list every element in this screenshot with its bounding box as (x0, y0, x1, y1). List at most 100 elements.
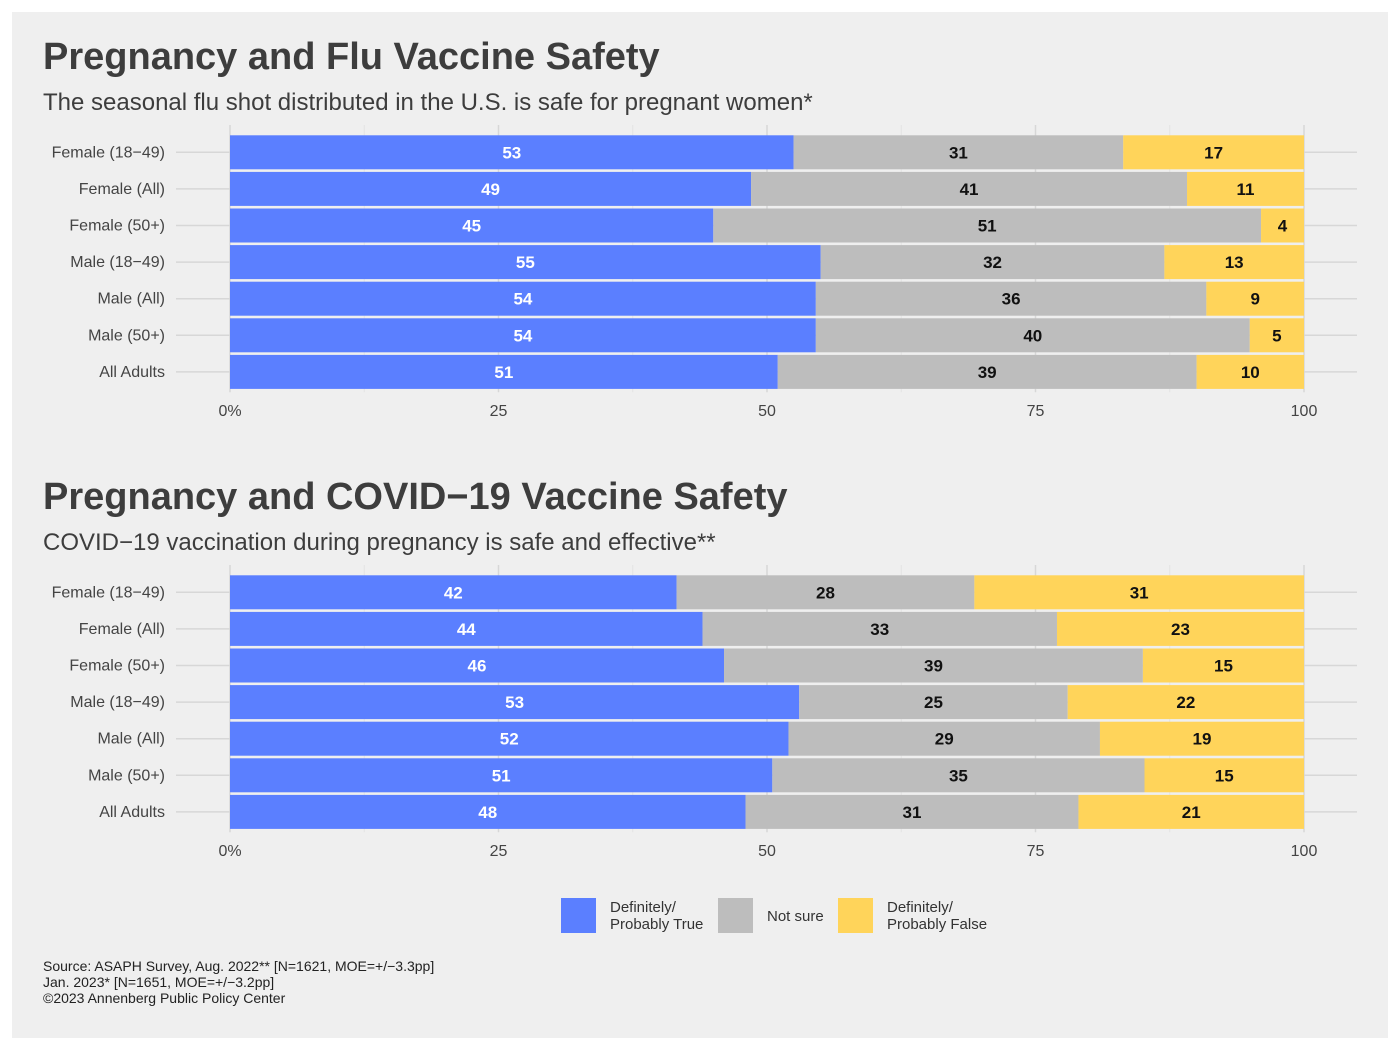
bar-segment (676, 575, 975, 610)
category-label: Female (50+) (69, 218, 165, 235)
bar-segment (230, 245, 821, 280)
data-label: 48 (478, 803, 497, 822)
data-label: 25 (924, 693, 943, 712)
x-tick-label: 100 (1291, 843, 1318, 860)
bar-segment (1196, 354, 1304, 389)
bar-segment (230, 354, 778, 389)
data-label: 31 (949, 143, 968, 162)
bar-segment (788, 721, 1100, 756)
data-label: 39 (978, 363, 997, 382)
bar-segment (751, 171, 1188, 206)
bar-segment (724, 648, 1143, 683)
data-label: 31 (903, 803, 922, 822)
data-label: 45 (462, 217, 481, 236)
x-tick-label: 75 (1027, 843, 1045, 860)
data-label: 53 (505, 693, 524, 712)
category-label: Male (50+) (88, 327, 165, 344)
bar-segment (1123, 135, 1304, 170)
data-label: 51 (978, 217, 997, 236)
data-label: 15 (1215, 766, 1234, 785)
data-label: 54 (513, 290, 532, 309)
covid-vaccine-bar-chart: Female (18−49) 42 28 31 Female (All) 44 33 23 Fe… (52, 565, 1357, 860)
category-label: Male (All) (97, 731, 165, 748)
data-label: 32 (983, 253, 1002, 272)
category-label: Female (All) (79, 181, 165, 198)
bar-segment (1249, 318, 1304, 353)
bar-segment (230, 135, 794, 170)
bar-segment (799, 685, 1068, 720)
data-label: 10 (1241, 363, 1260, 382)
data-label: 33 (870, 620, 889, 639)
bar-segment (1067, 685, 1304, 720)
data-label: 52 (500, 730, 519, 749)
data-label: 53 (502, 143, 521, 162)
flu-chart-subtitle: The seasonal flu shot distributed in the… (43, 89, 813, 116)
x-tick-label: 0% (218, 403, 241, 420)
bar-segment (815, 318, 1250, 353)
category-label: All Adults (99, 364, 165, 381)
data-label: 44 (457, 620, 476, 639)
bar-segment (1206, 281, 1304, 316)
data-label: 11 (1237, 180, 1255, 199)
data-label: 23 (1171, 620, 1190, 639)
bar-segment (230, 208, 714, 243)
bar-segment (1261, 208, 1304, 243)
bar-segment (1187, 171, 1304, 206)
bar-segment (1078, 794, 1304, 829)
data-label: 29 (935, 730, 954, 749)
x-tick-label: 50 (758, 403, 776, 420)
category-label: Female (18−49) (52, 584, 165, 601)
bar-segment (745, 794, 1079, 829)
data-label: 19 (1193, 730, 1212, 749)
bar-segment (230, 758, 773, 793)
source-line: Source: ASAPH Survey, Aug. 2022** [N=162… (43, 958, 435, 974)
data-label: 36 (1002, 290, 1021, 309)
category-label: Female (50+) (69, 658, 165, 675)
data-label: 39 (924, 657, 943, 676)
bar-segment (230, 685, 800, 720)
bar-segment (702, 611, 1057, 646)
legend-swatch-not-sure (718, 898, 753, 933)
data-label: 51 (492, 766, 511, 785)
bar-segment (974, 575, 1304, 610)
category-label: All Adults (99, 804, 165, 821)
legend-label-false: Definitely/ Probably False (887, 899, 988, 933)
data-label: 22 (1176, 693, 1195, 712)
data-label: 35 (949, 766, 968, 785)
bar-segment (230, 281, 816, 316)
bar-segment (230, 648, 725, 683)
data-label: 46 (468, 657, 487, 676)
category-label: Male (All) (97, 291, 165, 308)
bar-segment (1142, 648, 1304, 683)
bar-segment (777, 354, 1197, 389)
bar-segment (772, 758, 1145, 793)
data-label: 51 (494, 363, 513, 382)
data-label: 41 (960, 180, 979, 199)
bar-segment (713, 208, 1262, 243)
bar-segment (230, 794, 746, 829)
legend-swatch-true (561, 898, 596, 933)
bar-segment (1056, 611, 1304, 646)
bar-segment (230, 318, 816, 353)
data-label: 31 (1130, 583, 1149, 602)
legend-swatch-false (838, 898, 873, 933)
data-label: 5 (1272, 326, 1281, 345)
data-label: 13 (1225, 253, 1244, 272)
x-tick-label: 100 (1291, 403, 1318, 420)
covid-chart-title: Pregnancy and COVID−19 Vaccine Safety (43, 476, 788, 518)
category-label: Male (18−49) (70, 694, 165, 711)
bar-segment (230, 171, 752, 206)
source-note: Source: ASAPH Survey, Aug. 2022** [N=162… (43, 958, 434, 1006)
data-label: 9 (1250, 290, 1259, 309)
category-label: Female (All) (79, 621, 165, 638)
bar-segment (815, 281, 1207, 316)
bar-segment (230, 721, 789, 756)
legend-label-not-sure: Not sure (767, 908, 824, 925)
data-label: 42 (444, 583, 463, 602)
flu-chart-title: Pregnancy and Flu Vaccine Safety (43, 36, 660, 78)
bar-segment (1144, 758, 1304, 793)
bar-segment (230, 611, 703, 646)
x-tick-label: 25 (490, 403, 508, 420)
x-tick-label: 0% (218, 843, 241, 860)
